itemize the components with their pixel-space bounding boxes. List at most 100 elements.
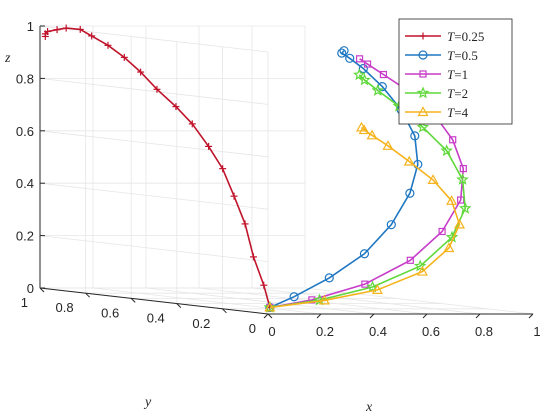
y-tick-mark: [222, 308, 227, 314]
plus-marker: [41, 32, 49, 40]
x-tick-label: 0.6: [422, 324, 440, 339]
series-line: [269, 74, 467, 309]
triangle-marker: [446, 195, 458, 205]
series-1: [41, 24, 274, 311]
star-marker: [263, 300, 277, 313]
x-tick-label: 0.4: [369, 324, 387, 339]
z-tick-label: 0.6: [16, 124, 34, 139]
triangle-marker: [416, 265, 428, 276]
legend-item: T=2: [405, 86, 468, 101]
y-tick-label: 0.4: [147, 311, 165, 326]
triangle-marker: [417, 106, 429, 117]
plus-marker: [205, 142, 213, 150]
plus-marker: [76, 25, 84, 33]
star-marker: [440, 144, 453, 157]
x-tick-mark: [316, 313, 322, 319]
y-tick-mark: [39, 287, 45, 293]
legend: T=0.25 T=0.5 T=1 T=2 T=4: [398, 18, 513, 125]
triangle-marker: [454, 218, 466, 229]
x-tick-label: 0: [268, 324, 275, 339]
plus-marker: [219, 165, 227, 173]
triangle-marker: [427, 174, 439, 184]
triangle-marker: [355, 121, 368, 132]
plus-marker: [241, 220, 249, 228]
x-axis-label: x: [365, 400, 373, 415]
grid-line: [251, 287, 481, 315]
grid-line: [39, 130, 269, 158]
z-tick-label: 0: [27, 281, 34, 296]
plus-marker: [419, 32, 427, 40]
plus-marker: [120, 53, 128, 61]
triangle-marker: [443, 242, 455, 253]
plus-marker: [260, 281, 268, 289]
z-tick-label: 0.2: [16, 229, 34, 244]
plus-marker: [88, 32, 96, 40]
z-tick-label: 0.4: [16, 176, 34, 191]
series-line: [269, 58, 465, 309]
square-marker: [308, 296, 316, 304]
star-marker: [459, 201, 472, 214]
grid-line: [39, 78, 269, 105]
y-tick-mark: [176, 303, 182, 308]
plus-marker: [230, 192, 238, 200]
circle-marker: [339, 46, 349, 56]
x-tick-label: 0.2: [316, 324, 334, 339]
square-marker: [379, 70, 388, 79]
y-tick-label: 0: [249, 321, 256, 336]
x-tick-mark: [422, 313, 428, 319]
triangle-marker: [382, 140, 394, 150]
legend-item: T=4: [405, 105, 469, 120]
axis-layer: [39, 25, 534, 319]
circle-marker: [358, 63, 368, 74]
grid-line: [39, 235, 269, 262]
plus-marker: [153, 85, 161, 93]
z-axis-label: z: [4, 51, 11, 66]
circle-marker: [386, 220, 396, 230]
series-layer: [41, 24, 472, 313]
x-tick-label: 0.8: [475, 324, 493, 339]
star-marker: [416, 120, 430, 133]
triangle-marker: [358, 124, 370, 135]
x-tick-label: 1: [533, 324, 540, 339]
plus-marker: [137, 68, 145, 76]
triangle-marker: [264, 301, 276, 312]
series-4: [263, 68, 472, 313]
square-marker: [438, 227, 446, 236]
plus-marker: [62, 24, 70, 32]
circle-marker: [410, 131, 420, 141]
x-tick-mark: [528, 313, 534, 319]
circle-marker: [345, 53, 355, 63]
y-tick-mark: [85, 292, 90, 298]
series-line: [44, 27, 271, 308]
z-tick-label: 1: [27, 19, 34, 34]
circle-marker: [324, 273, 334, 283]
y-tick-label: 0.8: [56, 300, 74, 315]
square-marker: [355, 55, 364, 63]
triangle-marker: [403, 155, 415, 166]
x-tick-mark: [475, 313, 481, 319]
circle-marker: [337, 48, 347, 58]
grid-line: [92, 287, 322, 315]
series-2: [265, 46, 423, 313]
square-marker: [361, 280, 369, 288]
square-marker: [419, 70, 427, 78]
plus-marker: [188, 120, 196, 128]
plus-marker: [53, 26, 61, 34]
star-marker: [416, 86, 430, 99]
plus-marker: [172, 103, 180, 111]
grid-line: [39, 25, 269, 53]
circle-marker: [359, 249, 370, 259]
y-axis-label: y: [143, 395, 152, 410]
y-tick-mark: [267, 313, 273, 319]
y-axis-line: [39, 287, 269, 315]
legend-item: T=1: [405, 67, 468, 82]
legend-label: T=2: [447, 86, 468, 101]
legend-label: T=1: [447, 67, 468, 82]
plus-marker: [249, 253, 257, 261]
triangle-marker: [366, 129, 378, 140]
legend-label: T=4: [447, 105, 469, 120]
star-marker: [456, 173, 469, 185]
star-marker: [371, 83, 384, 96]
triangle-marker: [371, 284, 383, 294]
